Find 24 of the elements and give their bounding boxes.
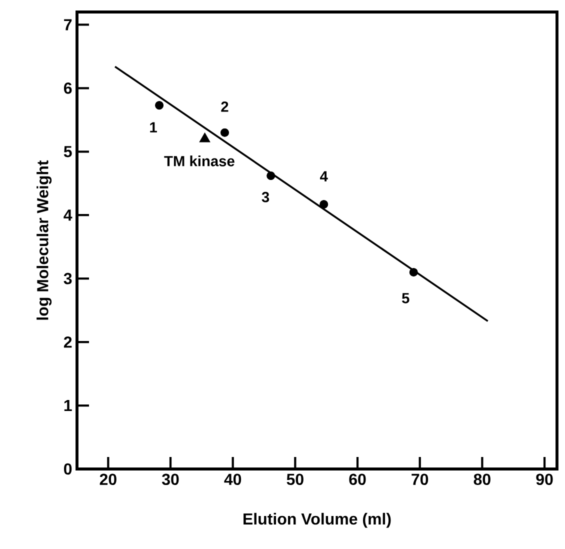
annotation: 4: [320, 171, 328, 182]
x-tick-label: 90: [536, 474, 553, 486]
y-tick-label: 5: [64, 146, 72, 158]
x-tick-label: 80: [474, 474, 490, 486]
annotation: 2: [221, 101, 228, 112]
y-tick-label: 7: [64, 19, 72, 30]
annotation: 1: [150, 122, 157, 132]
annotation: 5: [402, 293, 410, 304]
y-tick-label: 1: [64, 400, 72, 412]
annotation: 3: [262, 192, 270, 202]
y-tick-label: 4: [64, 210, 72, 221]
y-axis-title: log Molecular Weight: [36, 160, 52, 320]
y-tick-label: 2: [64, 336, 72, 348]
x-tick-label: 70: [412, 474, 428, 486]
y-tick-label: 6: [64, 82, 72, 94]
y-tick-label: 0: [64, 463, 72, 475]
x-tick-label: 40: [224, 474, 242, 486]
x-tick-label: 60: [349, 474, 366, 486]
x-tick-label: 20: [100, 474, 116, 486]
x-axis-title: Elution Volume (ml): [244, 512, 391, 528]
annotation: TM kinase: [164, 156, 234, 166]
y-tick-label: 3: [64, 272, 72, 284]
x-tick-label: 30: [162, 474, 179, 486]
x-tick-label: 50: [286, 474, 304, 486]
